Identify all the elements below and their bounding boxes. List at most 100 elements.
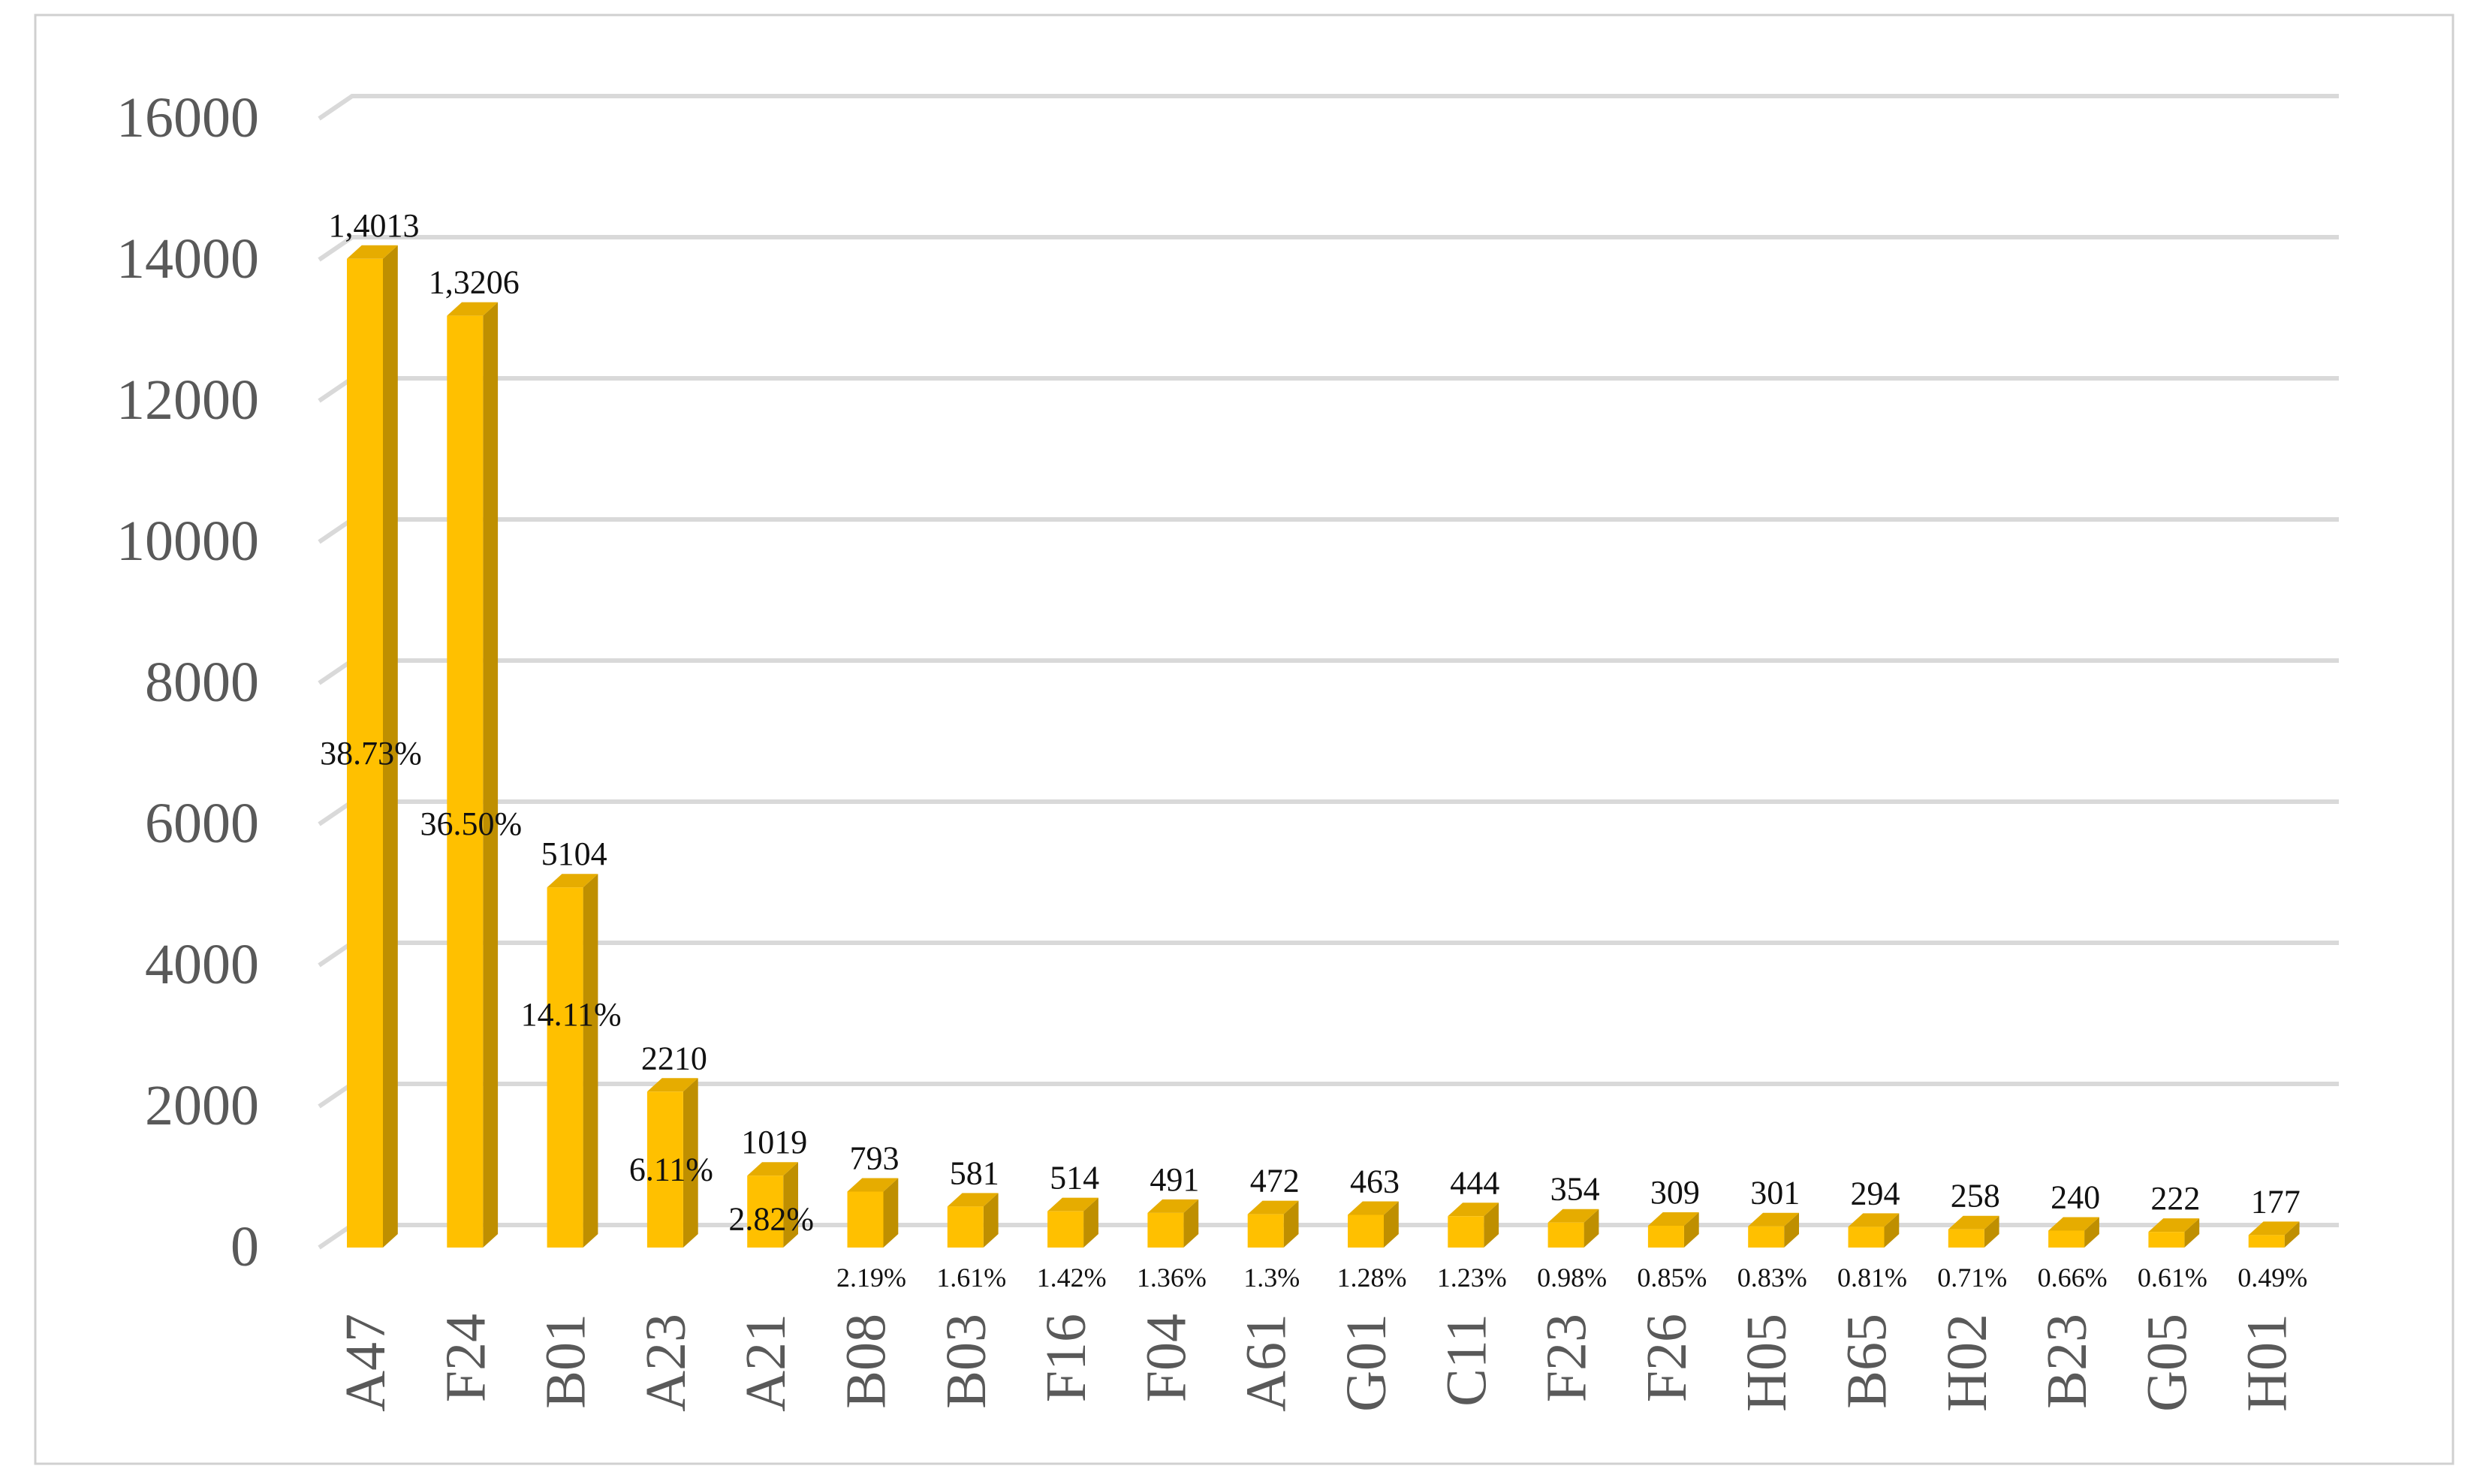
bar-top [1948,1215,1999,1230]
y-axis-tick-labels: 0 2000 4000 6000 8000 10000 12000 14000 16000 [116,86,259,1278]
bar-front [947,1206,984,1248]
percent-label: 0.71% [1937,1263,2007,1293]
bar-G01: 463 1.28% [1337,1163,1407,1293]
percent-label: 0.61% [2138,1263,2207,1293]
bar-top [1247,1200,1299,1215]
bar-top [2248,1221,2300,1236]
bar-side [2084,1217,2099,1248]
bar-side [1683,1212,1699,1248]
bar-top [646,1078,698,1092]
y-tick-label: 16000 [116,86,259,149]
bar-front [1247,1214,1284,1248]
bar-side [683,1078,698,1248]
bar-H05: 301 0.83% [1737,1175,1807,1293]
percent-label: 1.23% [1437,1263,1507,1293]
bar-side [1984,1215,1999,1248]
bar-front [2048,1230,2085,1248]
bar-top [1848,1213,1900,1227]
value-label: 240 [2051,1178,2100,1215]
bar-front [747,1175,784,1248]
bar-side [883,1178,899,1248]
x-tick-label: F16 [1035,1314,1098,1402]
bar-top [1147,1199,1199,1213]
y-tick-label: 4000 [145,933,259,996]
gridline-14000 [318,235,2339,262]
bar-A21: 1019 2.82% [728,1124,814,1248]
bar-front [347,258,383,1248]
value-label: 463 [1350,1163,1400,1200]
bar-top [1448,1203,1499,1217]
bar-top [1748,1212,1799,1227]
chart-frame [34,14,2454,1465]
bar-front [1647,1225,1684,1248]
percent-label: 0.66% [2038,1263,2108,1293]
bar-front [1848,1227,1885,1248]
x-tick-label: F23 [1535,1314,1599,1402]
bar-side [1083,1197,1098,1248]
bars: 1,4013 38.73% 1,3206 36.50% 5104 14.11% 2210 6.… [320,207,2307,1293]
x-tick-label: G05 [2135,1314,2198,1412]
value-label: 301 [1750,1175,1800,1212]
bar-front [2148,1232,2185,1248]
bar-A61: 472 1.3% [1243,1163,1300,1293]
x-tick-label: B23 [2036,1314,2099,1409]
bar-H02: 258 0.71% [1937,1178,2007,1293]
percent-label: 1.28% [1337,1263,1407,1293]
bar-top [1348,1201,1399,1215]
bar-front [847,1191,884,1248]
bar-side [1784,1212,1799,1248]
bar-A47: 1,4013 38.73% [320,207,422,1248]
percent-label: 14.11% [521,996,622,1033]
percent-label: 0.85% [1637,1263,1707,1293]
percent-label: 6.11% [629,1151,713,1188]
y-tick-label: 12000 [116,369,259,432]
bar-side [983,1193,999,1248]
bar-B01: 5104 14.11% [521,835,622,1248]
bar-side [2184,1218,2200,1248]
bar-F24: 1,3206 36.50% [420,264,522,1248]
bar-B65: 294 0.81% [1837,1175,1907,1293]
bar-C11: 444 1.23% [1437,1164,1507,1293]
bar-top [2148,1218,2200,1233]
bar-top [347,245,398,259]
bar-front [1547,1222,1584,1248]
bar-F23: 354 0.98% [1537,1171,1607,1293]
bar-front [2248,1235,2285,1248]
bar-top [947,1193,999,1207]
bar-front [547,887,583,1248]
gridline-16000 [318,94,2339,121]
value-label: 793 [850,1139,899,1176]
x-tick-label: F04 [1135,1314,1198,1402]
bar-side [1384,1201,1399,1248]
bar-front [646,1091,683,1248]
x-tick-label: B01 [535,1314,598,1409]
bar-top [747,1162,798,1176]
x-tick-label: H02 [1936,1314,1999,1412]
percent-label: 0.49% [2237,1263,2307,1293]
bar-top [447,302,499,316]
value-label: 309 [1650,1174,1700,1211]
value-label: 222 [2150,1180,2200,1217]
value-label: 581 [950,1154,999,1191]
value-label: 491 [1150,1161,1199,1198]
bar-top [2048,1217,2099,1231]
bar-top [1647,1212,1699,1226]
x-tick-label: B08 [835,1314,898,1409]
bar-front [1748,1226,1785,1248]
y-tick-label: 10000 [116,510,259,573]
percent-label: 2.19% [836,1263,906,1293]
percent-label: 1.36% [1137,1263,1207,1293]
bar-side [1584,1209,1599,1248]
bar-side [583,874,598,1248]
value-label: 354 [1550,1171,1600,1208]
value-label: 1019 [741,1124,807,1160]
value-label: 2210 [641,1040,707,1076]
percent-label: 1.61% [936,1263,1006,1293]
bar-B03: 581 1.61% [936,1154,1006,1293]
bar-front [447,315,484,1248]
bar-side [383,245,398,1248]
bar-A23: 2210 6.11% [629,1040,713,1248]
bar-B08: 793 2.19% [836,1139,906,1293]
